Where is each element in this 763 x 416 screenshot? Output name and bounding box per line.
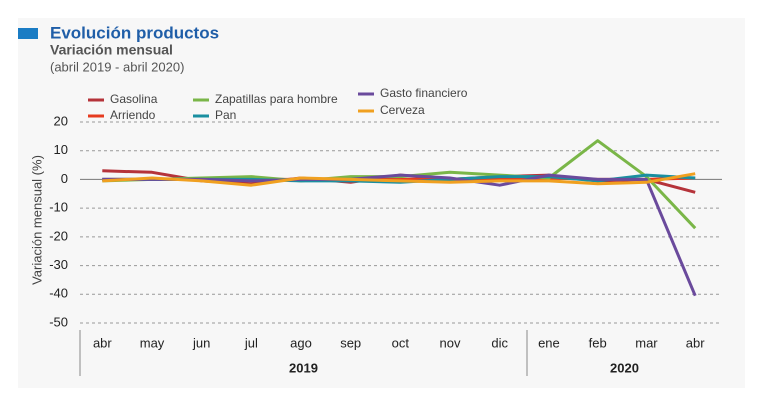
legend-label: Cerveza	[380, 103, 425, 117]
y-tick-label: -40	[49, 286, 68, 301]
x-group-label: 2020	[610, 360, 639, 375]
y-axis-label: Variación mensual (%)	[29, 155, 44, 285]
y-tick-label: 20	[54, 113, 68, 128]
y-tick-label: 0	[61, 171, 68, 186]
x-tick-label: ago	[290, 335, 312, 350]
x-tick-label: abr	[686, 335, 705, 350]
x-tick-label: sep	[340, 335, 361, 350]
x-tick-label: jun	[192, 335, 210, 350]
chart-title: Evolución productos	[50, 23, 219, 42]
y-tick-label: 10	[54, 142, 68, 157]
chart-period: (abril 2019 - abril 2020)	[50, 59, 184, 74]
x-tick-label: ene	[538, 335, 560, 350]
legend-label: Zapatillas para hombre	[215, 92, 338, 106]
y-tick-label: -30	[49, 257, 68, 272]
y-tick-label: -20	[49, 228, 68, 243]
x-tick-label: dic	[491, 335, 508, 350]
title-marker	[18, 28, 38, 39]
x-tick-label: feb	[589, 335, 607, 350]
chart-background	[18, 18, 745, 388]
legend-label: Gasto financiero	[380, 86, 468, 100]
y-tick-label: -10	[49, 200, 68, 215]
chart-subtitle: Variación mensual	[50, 42, 173, 58]
legend-label: Pan	[215, 108, 236, 122]
x-group-label: 2019	[289, 360, 318, 375]
series-line	[102, 172, 696, 187]
x-tick-label: nov	[440, 335, 461, 350]
y-tick-label: -50	[49, 314, 68, 329]
x-tick-label: abr	[93, 335, 112, 350]
x-tick-label: oct	[392, 335, 410, 350]
x-tick-label: mar	[635, 335, 658, 350]
legend-label: Arriendo	[110, 108, 156, 122]
x-tick-label: jul	[244, 335, 258, 350]
x-tick-label: may	[140, 335, 165, 350]
legend-label: Gasolina	[110, 92, 158, 106]
